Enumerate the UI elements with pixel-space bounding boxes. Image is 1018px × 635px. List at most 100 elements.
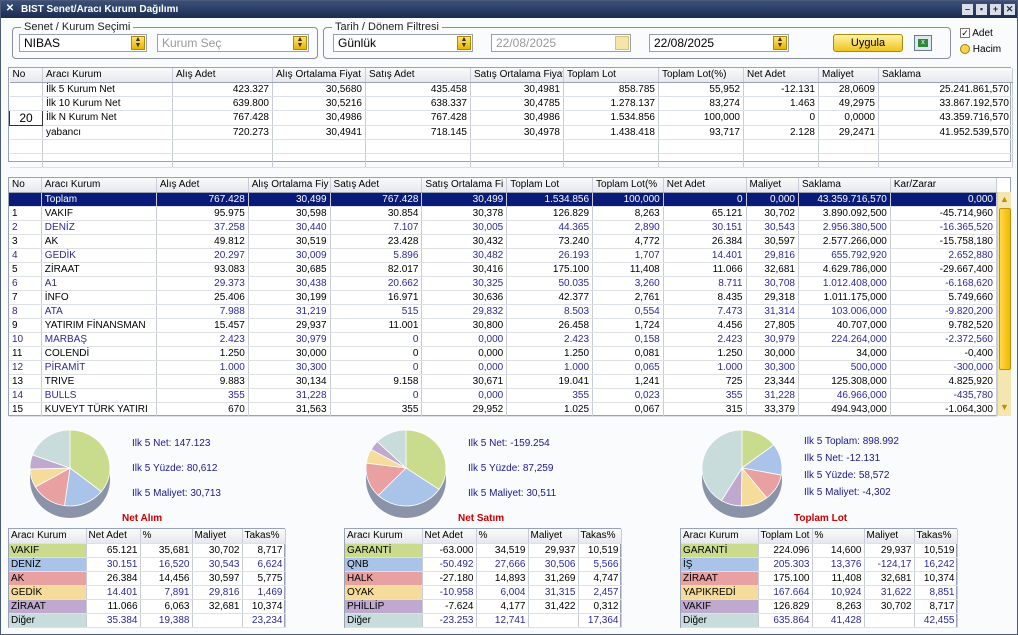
restore-icon[interactable]: ▪ bbox=[976, 4, 987, 15]
window-close-icon[interactable]: ✕ bbox=[1004, 4, 1015, 15]
panel-row[interactable]: AK 26.384 14,456 30,597 5,775 bbox=[9, 571, 286, 586]
table-cell: 5,775 bbox=[242, 571, 286, 586]
table-row[interactable]: 4 GEDİK 20.297 30,009 5.896 30,482 26.193 1,707… bbox=[9, 248, 998, 263]
table-cell: 11,408 bbox=[592, 262, 664, 277]
panel-row[interactable]: HALK -27.180 14,893 31,269 4,747 bbox=[345, 571, 622, 586]
summary-row[interactable]: İlk 5 Kurum Net 423.327 30,5680 435.458 30,4… bbox=[9, 82, 1013, 97]
table-cell: 224.096 bbox=[758, 543, 813, 558]
panel-row[interactable]: GARANTİ 224.096 14,600 29,937 10,519 bbox=[681, 543, 958, 558]
hacim-radio[interactable]: Hacim bbox=[960, 44, 1001, 55]
table-cell: 2,457 bbox=[578, 585, 622, 600]
panel-row[interactable]: YAPIKREDİ 167.664 10,924 31,622 8,851 bbox=[681, 585, 958, 600]
n-count-input[interactable]: 20 bbox=[9, 109, 43, 126]
excel-export-icon[interactable]: x bbox=[914, 35, 932, 51]
date-from-field[interactable]: 22/08/2025 bbox=[491, 34, 631, 52]
table-cell: -45.714,960 bbox=[890, 206, 998, 221]
column-header: Net Adet bbox=[663, 178, 747, 193]
panel-row[interactable]: İŞ 205.303 13,376 -124,17 16,242 bbox=[681, 557, 958, 572]
table-cell: 355 bbox=[506, 388, 594, 403]
table-cell bbox=[9, 96, 43, 111]
summary-row[interactable]: 20 İlk N Kurum Net 767.428 30,4986 767.428 30… bbox=[9, 109, 1013, 126]
panel-stat: Ilk 5 Maliyet: -4,302 bbox=[804, 487, 891, 498]
table-cell: 0,312 bbox=[578, 599, 622, 614]
table-row[interactable]: 15 KUVEYT TÜRK YATIRI 670 31,563 355 29,952 1.… bbox=[9, 402, 998, 417]
table-cell: 31,269 bbox=[528, 571, 579, 586]
table-row[interactable]: 8 ATA 7.988 31,219 515 29,832 8.503 0,554 7.473 3… bbox=[9, 304, 998, 319]
panel-row[interactable]: ZİRAAT 175.100 11,408 32,681 10,374 bbox=[681, 571, 958, 586]
panel-row[interactable]: DENİZ 30.151 16,520 30,543 6,624 bbox=[9, 557, 286, 572]
panel-row[interactable]: Diğer -23.253 12,741 17,364 bbox=[345, 613, 622, 628]
panel-row[interactable]: Diğer 35.384 19,388 23,234 bbox=[9, 613, 286, 628]
table-cell: 30,708 bbox=[746, 276, 799, 291]
scroll-down-icon[interactable]: ▼ bbox=[1000, 402, 1009, 412]
table-row[interactable]: 9 YATIRIM FİNANSMAN 15.457 29,937 11.001 30,8… bbox=[9, 318, 998, 333]
table-cell: 41.952.539,570 bbox=[878, 125, 1013, 140]
table-cell: 15.457 bbox=[156, 318, 249, 333]
date-to-field[interactable]: 22/08/2025 ▲ ▼ bbox=[649, 34, 789, 52]
summary-row[interactable]: İlk 10 Kurum Net 639.800 30,5216 638.337 30,… bbox=[9, 96, 1013, 111]
table-cell: 29,937 bbox=[248, 318, 331, 333]
table-row[interactable]: 6 A1 29.373 30,438 20.662 30,325 50.035 3,260 8.… bbox=[9, 276, 998, 291]
panel-row[interactable]: GARANTİ -63.000 34,519 29,937 10,519 bbox=[345, 543, 622, 558]
table-cell: 30,4986 bbox=[272, 110, 366, 126]
panel-row[interactable]: GEDİK 14.401 7,891 29,816 1,469 bbox=[9, 585, 286, 600]
minimize-icon[interactable]: – bbox=[962, 4, 973, 15]
table-cell: 515 bbox=[330, 304, 423, 319]
table-row[interactable]: 10 MARBAŞ 2.423 30,979 0 0,000 2.423 0,158 2.423… bbox=[9, 332, 998, 347]
column-header: Net Adet bbox=[422, 529, 477, 544]
table-cell: 8,717 bbox=[914, 599, 958, 614]
table-cell: 0 bbox=[743, 110, 819, 126]
table-cell: 31,219 bbox=[248, 304, 331, 319]
table-row[interactable]: 3 AK 49.812 30,519 23.428 30,432 73.240 4,772 26… bbox=[9, 234, 998, 249]
stock-select[interactable]: NIBAS ▲ ▼ bbox=[19, 34, 147, 52]
column-header: Takas% bbox=[914, 529, 958, 544]
maximize-icon[interactable]: + bbox=[990, 4, 1001, 15]
column-header: Alış Adet bbox=[172, 68, 273, 83]
panel-row[interactable]: Diğer 635.864 41,428 42,455 bbox=[681, 613, 958, 628]
panel-row[interactable]: VAKIF 126.829 8,263 30,702 8,717 bbox=[681, 599, 958, 614]
period-select[interactable]: Günlük ▲ ▼ bbox=[333, 34, 473, 52]
table-cell: 13 bbox=[9, 374, 42, 389]
table-cell: -27.180 bbox=[422, 571, 477, 586]
table-cell: DENİZ bbox=[9, 557, 87, 572]
table-cell: Diğer bbox=[9, 613, 87, 628]
panel-row[interactable]: PHİLLİP -7.624 4,177 31,422 0,312 bbox=[345, 599, 622, 614]
scroll-up-icon[interactable]: ▲ bbox=[1000, 194, 1009, 204]
summary-row[interactable]: yabancı 720.273 30,4941 718.145 30,4978 1.438… bbox=[9, 125, 1013, 140]
table-row[interactable]: 5 ZİRAAT 93.083 30,685 82.017 30,416 175.100 11… bbox=[9, 262, 998, 277]
table-cell: 2.956.380,500 bbox=[798, 220, 891, 235]
panel-table: Aracı Kurum Net Adet% Maliyet Takas% VAKIF 65… bbox=[8, 528, 286, 628]
broker-select[interactable]: Kurum Seç ▲ ▼ bbox=[157, 34, 309, 52]
broker-placeholder: Kurum Seç bbox=[162, 36, 222, 50]
table-cell: 29,816 bbox=[192, 585, 243, 600]
table-cell: ZİRAAT bbox=[681, 571, 759, 586]
table-row[interactable]: 11 COLENDİ 1.250 30,000 0 0,000 1.250 0,081 1.25… bbox=[9, 346, 998, 361]
adet-checkbox[interactable]: ✓ Adet bbox=[960, 28, 993, 39]
total-row[interactable]: Toplam 767.428 30,499 767.428 30,499 1.534.85… bbox=[9, 192, 998, 207]
panel-row[interactable]: QNB -50.492 27,666 30,506 5,566 bbox=[345, 557, 622, 572]
table-row[interactable]: 7 İNFO 25.406 30,199 16.971 30,636 42.377 2,761… bbox=[9, 290, 998, 305]
adet-label: Adet bbox=[972, 28, 993, 39]
panel-stat: Ilk 5 Net: -159.254 bbox=[468, 438, 550, 449]
empty-cell bbox=[172, 153, 273, 168]
table-row[interactable]: 14 BULLS 355 31,228 0 0,000 355 0,023 355 31,228 4… bbox=[9, 388, 998, 403]
panel-row[interactable]: OYAK -10.958 6,004 31,315 2,457 bbox=[345, 585, 622, 600]
scroll-thumb[interactable] bbox=[999, 208, 1011, 370]
column-header: Kar/Zarar bbox=[890, 178, 998, 193]
table-cell: 30,4785 bbox=[470, 96, 564, 111]
table-cell: 9.158 bbox=[330, 374, 423, 389]
hacim-label: Hacim bbox=[972, 44, 1002, 55]
table-row[interactable]: 1 VAKIF 95.975 30,598 30.854 30,378 126.829 8,2… bbox=[9, 206, 998, 221]
panel-row[interactable]: VAKIF 65.121 35,681 30,702 8,717 bbox=[9, 543, 286, 558]
title-bar: ✕ BIST Senet/Aracı Kurum Dağılımı – ▪ + … bbox=[1, 1, 1017, 18]
table-cell: 25.406 bbox=[156, 290, 249, 305]
empty-cell bbox=[563, 139, 659, 154]
panel-row[interactable]: ZİRAAT 11.066 6,063 32,681 10,374 bbox=[9, 599, 286, 614]
table-row[interactable]: 12 PİRAMİT 1.000 30,300 0 0,000 1.000 0,065 1.00… bbox=[9, 360, 998, 375]
vertical-scrollbar[interactable]: ▲ ▼ bbox=[997, 192, 1011, 416]
close-icon[interactable]: ✕ bbox=[5, 3, 15, 14]
table-cell: 6 bbox=[9, 276, 42, 291]
table-row[interactable]: 13 TRIVE 9.883 30,134 9.158 30,671 19.041 1,241… bbox=[9, 374, 998, 389]
apply-button[interactable]: Uygula bbox=[833, 34, 903, 52]
table-row[interactable]: 2 DENİZ 37.258 30,440 7.107 30,005 44.365 2,890… bbox=[9, 220, 998, 235]
